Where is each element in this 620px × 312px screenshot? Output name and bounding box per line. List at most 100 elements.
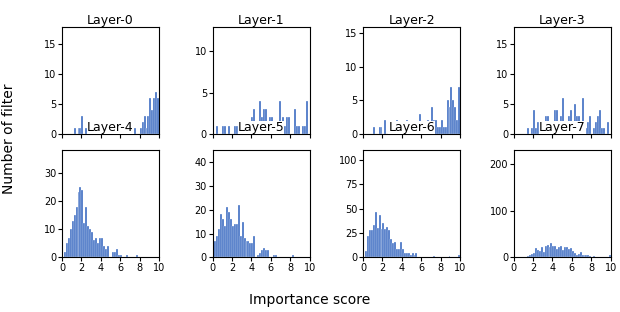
Bar [576,255,578,257]
Bar [271,117,273,134]
Bar [386,227,388,257]
Bar [593,128,595,134]
Bar [415,253,417,257]
Bar [222,219,224,257]
Bar [423,127,425,134]
Bar [535,128,537,134]
Bar [66,243,68,257]
Bar [410,256,412,257]
Bar [458,256,460,257]
Bar [99,238,101,257]
Bar [78,128,79,134]
Bar [384,120,386,134]
Bar [578,116,580,134]
Bar [144,116,146,134]
Bar [140,128,141,134]
Bar [224,126,226,134]
Bar [296,126,298,134]
Bar [531,128,533,134]
Bar [216,236,218,257]
Bar [549,247,551,257]
Bar [259,253,261,257]
Bar [564,122,566,134]
Title: Layer-2: Layer-2 [388,13,435,27]
Bar [304,126,306,134]
Bar [240,126,242,134]
Bar [583,255,585,257]
Bar [228,126,230,134]
Bar [535,248,537,257]
Bar [580,252,582,257]
Bar [283,117,285,134]
Bar [448,256,451,257]
Bar [529,255,531,257]
Bar [91,232,93,257]
Bar [155,92,157,134]
Bar [533,253,535,257]
Bar [544,246,547,257]
Bar [609,255,611,257]
Bar [572,122,574,134]
Bar [582,98,583,134]
Bar [539,251,541,257]
Bar [396,120,398,134]
Bar [566,247,568,257]
Bar [247,241,249,257]
Bar [603,128,605,134]
Bar [365,251,367,257]
Bar [306,101,308,134]
Bar [552,122,554,134]
Bar [112,252,115,257]
Bar [89,229,91,257]
Bar [410,127,412,134]
Bar [388,127,390,134]
Bar [574,253,576,257]
Bar [99,128,101,134]
Bar [443,127,445,134]
Bar [542,252,544,257]
Bar [230,219,232,257]
Bar [552,246,554,257]
Bar [141,122,144,134]
Bar [554,246,556,257]
Bar [267,126,269,134]
Bar [146,128,148,134]
Bar [541,128,542,134]
Bar [560,246,562,257]
Bar [236,126,238,134]
Bar [369,230,371,257]
Bar [87,226,89,257]
Bar [527,128,529,134]
Bar [81,116,83,134]
Bar [412,253,414,257]
Bar [112,128,115,134]
Bar [76,207,78,257]
Bar [78,193,79,257]
Bar [234,126,236,134]
Bar [286,117,288,134]
Title: Layer-3: Layer-3 [539,13,585,27]
Bar [298,126,300,134]
Bar [122,128,124,134]
Bar [302,126,304,134]
Bar [79,128,81,134]
Bar [273,255,275,257]
Bar [453,100,454,134]
Bar [157,98,159,134]
Bar [578,254,580,257]
Bar [103,246,105,257]
Bar [288,117,290,134]
Bar [79,187,81,257]
Bar [374,212,377,257]
Bar [390,239,392,257]
Bar [400,242,402,257]
Bar [275,126,277,134]
Bar [446,100,448,134]
Bar [574,104,576,134]
Bar [431,107,433,134]
Bar [394,127,396,134]
Bar [585,255,587,257]
Bar [564,247,566,257]
Bar [83,223,86,257]
Bar [97,122,99,134]
